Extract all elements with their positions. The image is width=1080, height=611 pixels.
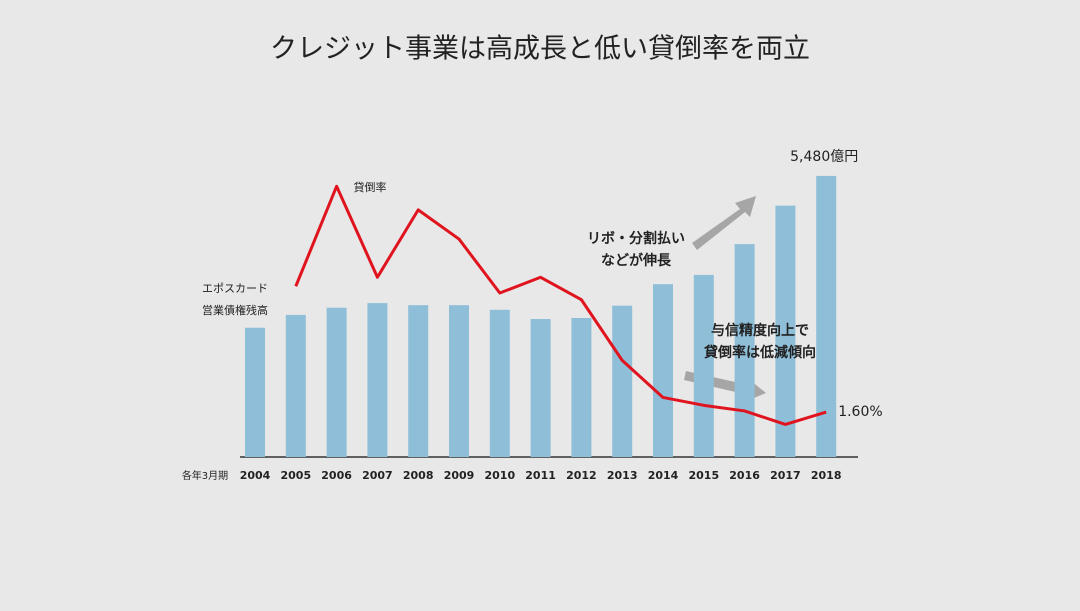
- x-tick-label: 2017: [770, 469, 801, 482]
- bar: [489, 309, 510, 457]
- bar: [693, 274, 714, 457]
- bar: [245, 327, 265, 457]
- x-tick-label: 2016: [729, 469, 760, 482]
- series-label: 貸倒率: [354, 180, 387, 194]
- x-tick-label: 2009: [444, 469, 475, 482]
- bar: [326, 307, 347, 457]
- x-tick-label: 2004: [240, 469, 271, 482]
- x-tick-label: 2006: [321, 469, 352, 482]
- bar: [285, 314, 306, 457]
- bar: [367, 303, 388, 457]
- bar: [816, 175, 837, 457]
- x-tick-label: 2014: [648, 469, 679, 482]
- bar: [449, 305, 469, 457]
- x-note: 各年3月期: [182, 469, 228, 482]
- x-tick-label: 2010: [484, 469, 515, 482]
- bar: [775, 205, 796, 457]
- annotation: などが伸長: [601, 252, 672, 269]
- chart-title: クレジット事業は高成長と低い貸倒率を両立: [270, 34, 810, 65]
- x-tick-label: 2012: [566, 469, 597, 482]
- x-tick-label: 2005: [280, 469, 311, 482]
- line: [294, 184, 827, 426]
- bar: [408, 305, 429, 457]
- x-tick-label: 2007: [362, 469, 393, 482]
- x-tick-label: 2018: [811, 469, 842, 482]
- series-label: エポスカード: [202, 282, 268, 295]
- bar: [530, 319, 551, 457]
- bar: [612, 305, 633, 457]
- x-tick-label: 2011: [525, 469, 556, 482]
- series-label: 営業債権残高: [202, 303, 268, 317]
- bar: [734, 244, 755, 457]
- annotation: 貸倒率は低減傾向: [703, 344, 816, 361]
- x-tick-label: 2015: [688, 469, 719, 482]
- bar: [653, 284, 673, 457]
- annotation: 与信精度向上で: [711, 322, 809, 339]
- x-tick-label: 2013: [607, 469, 638, 482]
- data-label: 1.60%: [838, 404, 882, 420]
- x-tick-label: 2008: [403, 469, 434, 482]
- data-label: 5,480億円: [790, 149, 858, 165]
- annotation: リボ・分割払い: [587, 230, 685, 247]
- arrow: [692, 196, 756, 250]
- bar: [571, 317, 592, 457]
